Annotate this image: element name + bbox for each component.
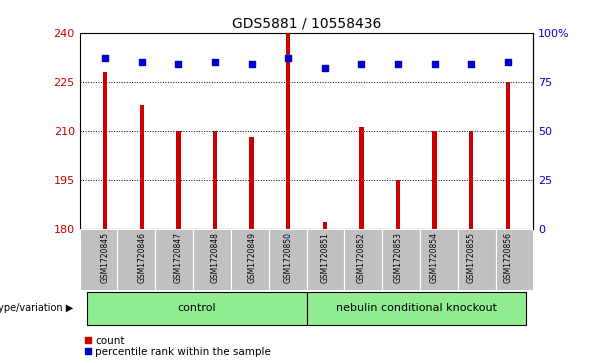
Point — [137, 59, 147, 65]
Bar — [495, 229, 533, 290]
Bar — [286, 33, 291, 229]
Text: GSM1720845: GSM1720845 — [101, 232, 110, 283]
Bar — [80, 229, 118, 290]
Bar — [213, 131, 217, 229]
Point — [503, 59, 512, 65]
Text: GSM1720846: GSM1720846 — [137, 232, 147, 283]
Bar — [322, 222, 327, 229]
Bar — [306, 292, 526, 325]
Text: GSM1720853: GSM1720853 — [394, 232, 403, 283]
Point — [246, 61, 256, 67]
Bar — [140, 105, 144, 229]
Text: nebulin conditional knockout: nebulin conditional knockout — [336, 303, 497, 313]
Bar — [193, 229, 231, 290]
Text: genotype/variation ▶: genotype/variation ▶ — [0, 303, 74, 313]
Text: GSM1720851: GSM1720851 — [320, 232, 329, 283]
Bar — [469, 131, 473, 229]
Bar — [345, 229, 382, 290]
Text: GSM1720847: GSM1720847 — [174, 232, 183, 283]
Bar — [382, 229, 420, 290]
Point — [173, 61, 183, 67]
Point — [430, 61, 440, 67]
Title: GDS5881 / 10558436: GDS5881 / 10558436 — [232, 16, 381, 30]
Bar — [458, 229, 495, 290]
Bar — [118, 229, 155, 290]
Point — [466, 61, 476, 67]
Bar — [306, 229, 345, 290]
Point — [101, 55, 110, 61]
Bar — [231, 229, 268, 290]
Text: GSM1720848: GSM1720848 — [210, 232, 219, 283]
Bar — [432, 131, 436, 229]
Text: GSM1720855: GSM1720855 — [466, 232, 476, 283]
Point — [357, 61, 367, 67]
Point — [320, 65, 330, 71]
Bar — [506, 82, 510, 229]
Text: GSM1720850: GSM1720850 — [284, 232, 293, 283]
Bar — [249, 137, 254, 229]
Text: GSM1720856: GSM1720856 — [503, 232, 512, 283]
Bar — [103, 72, 107, 229]
Bar — [359, 127, 364, 229]
Legend: count, percentile rank within the sample: count, percentile rank within the sample — [85, 335, 271, 357]
Point — [210, 59, 220, 65]
Bar — [87, 292, 306, 325]
Text: GSM1720854: GSM1720854 — [430, 232, 439, 283]
Point — [283, 55, 293, 61]
Bar — [420, 229, 458, 290]
Text: control: control — [177, 303, 216, 313]
Bar — [177, 131, 181, 229]
Text: GSM1720852: GSM1720852 — [357, 232, 366, 283]
Point — [393, 61, 403, 67]
Text: GSM1720849: GSM1720849 — [247, 232, 256, 283]
Bar — [268, 229, 306, 290]
Bar — [396, 180, 400, 229]
Bar — [155, 229, 193, 290]
